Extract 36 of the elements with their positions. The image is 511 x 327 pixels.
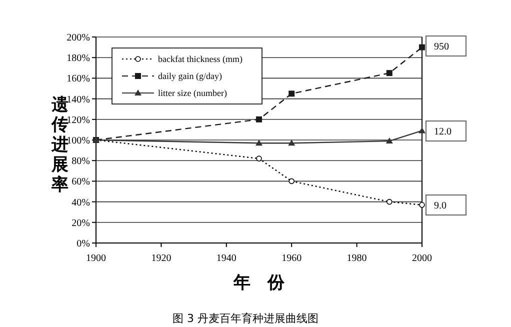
y-tick-label: 0%: [76, 238, 90, 250]
point: [386, 138, 393, 144]
point: [418, 127, 426, 134]
point: [288, 90, 295, 97]
text: 950: [434, 42, 449, 52]
y-axis-title: 遗传进展率: [50, 95, 68, 194]
x-tick-label: 1920: [151, 253, 172, 264]
point: [419, 202, 425, 208]
y-tick-label: 200%: [66, 32, 90, 44]
x-axis-title: 年 份: [232, 273, 286, 292]
legend-label: litter size (number): [158, 88, 227, 98]
point: [288, 178, 294, 184]
point: [288, 140, 296, 146]
x-tick-label: 1940: [216, 253, 236, 264]
legend-label: backfat thickness (mm): [158, 54, 242, 64]
legend-label: daily gain (g/day): [158, 71, 222, 82]
x-tick-label: 1980: [346, 253, 367, 264]
y-tick-label: 160%: [66, 74, 90, 85]
caption: 图 3 丹麦百年育种进展曲线图: [172, 312, 318, 325]
x-tick-label: 1900: [86, 253, 106, 264]
y-tick-label: 20%: [72, 218, 90, 229]
point: [256, 140, 262, 146]
y-tick-label: 140%: [66, 94, 90, 106]
text: 12.0: [434, 126, 452, 138]
point: [386, 70, 392, 76]
point: [256, 116, 262, 122]
y-tick-label: 60%: [72, 176, 90, 188]
point: [419, 44, 425, 50]
x-tick-label: 1960: [282, 253, 302, 264]
text: 9.0: [434, 200, 446, 212]
y-tick-label: 80%: [72, 156, 90, 168]
point: [386, 198, 392, 205]
y-tick-label: 180%: [66, 53, 90, 64]
point: [256, 156, 262, 162]
y-tick-label: 40%: [72, 197, 90, 208]
x-tick-label: 2000: [412, 253, 432, 264]
